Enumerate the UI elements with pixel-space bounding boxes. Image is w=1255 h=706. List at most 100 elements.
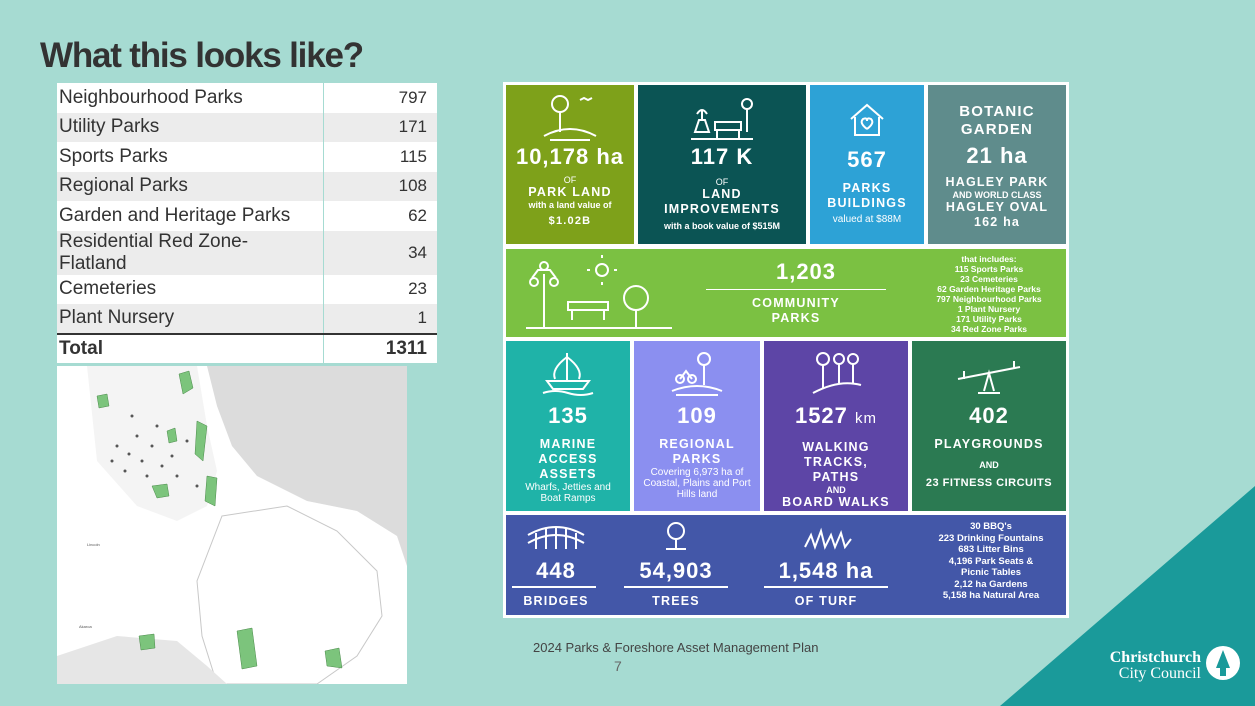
- trees-path-icon: [812, 352, 862, 394]
- marine-label-3: ASSETS: [539, 467, 597, 481]
- seesaw-icon: [957, 361, 1021, 394]
- asset-extra-item: 5,158 ha Natural Area: [942, 590, 1040, 601]
- park-count-cell: 115: [322, 142, 437, 172]
- table-row: Utility Parks 171: [57, 112, 437, 142]
- bike-tree-icon: [671, 352, 723, 396]
- park-land-value: 10,178 ha: [515, 144, 625, 169]
- table-row: Garden and Heritage Parks 62: [57, 201, 437, 231]
- park-type-cell: Neighbourhood Parks: [57, 83, 323, 113]
- bench-fountain-icon: [691, 98, 753, 140]
- walking-value: 1527: [794, 403, 848, 428]
- park-type-cell: Garden and Heritage Parks: [57, 201, 323, 231]
- regional-label-1: REGIONAL: [659, 437, 735, 451]
- total-label: Total: [57, 332, 323, 363]
- playgrounds-value: 402: [969, 403, 1009, 428]
- parks-table: Neighbourhood Parks 797 Utility Parks 171 Sp…: [57, 83, 437, 363]
- tile-regional-parks: 109 REGIONAL PARKS Covering 6,973 ha of …: [634, 341, 760, 511]
- park-land-of: OF: [563, 175, 577, 185]
- bottom-extras: 30 BBQ's 223 Drinking Fountains 683 Litter…: [916, 521, 1066, 602]
- table-row: Cemeteries 23: [57, 274, 437, 304]
- marine-label-2: ACCESS: [538, 452, 598, 466]
- community-includes-title: that includes:: [961, 254, 1017, 264]
- park-type-cell: Utility Parks: [57, 112, 323, 142]
- marine-note: Wharfs, Jetties and Boat Ramps: [525, 482, 611, 504]
- community-include-item: 1 Plant Nursery: [957, 304, 1021, 314]
- hagley-park-label: HAGLEY PARK: [945, 175, 1049, 189]
- land-improvements-label-2: IMPROVEMENTS: [664, 202, 780, 216]
- park-land-amount: $1.02B: [548, 215, 592, 227]
- marine-label-1: MARINE: [539, 437, 597, 451]
- parks-buildings-note: valued at $88M: [832, 214, 902, 225]
- council-logo-icon: [1206, 646, 1240, 680]
- park-type-cell: Residential Red Zone-Flatland: [57, 230, 323, 275]
- lamp-bench-tree-icon: [526, 255, 672, 329]
- turf-icon: [804, 527, 852, 550]
- map-label-lincoln: Lincoln: [87, 542, 100, 547]
- park-land-icon: [543, 95, 597, 141]
- park-count-cell: 108: [322, 171, 437, 201]
- tile-land-improvements: 117 K OF LAND IMPROVEMENTS with a book v…: [638, 85, 806, 244]
- regional-note: Covering 6,973 ha of Coastal, Plains and…: [643, 467, 751, 500]
- walking-label-3: PATHS: [812, 470, 860, 484]
- park-count-cell: 1: [322, 304, 437, 334]
- trees-label: TREES: [652, 594, 700, 608]
- park-count-cell: 23: [322, 274, 437, 304]
- asset-extra-item: 30 BBQ's: [970, 521, 1012, 532]
- asset-extra-item: 683 Litter Bins: [958, 544, 1024, 555]
- parks-buildings-value: 567: [847, 147, 887, 172]
- park-type-cell: Sports Parks: [57, 142, 323, 172]
- table-row: Regional Parks 108: [57, 171, 437, 201]
- walking-label-1: WALKING: [802, 440, 870, 454]
- tile-walking-tracks: 1527 km WALKING TRACKS, PATHS AND BOARD …: [764, 341, 908, 511]
- botanic-title-2: GARDEN: [960, 121, 1034, 138]
- tree-icon: [666, 522, 686, 550]
- land-improvements-label-1: LAND: [702, 187, 742, 201]
- community-include-item: 62 Garden Heritage Parks: [937, 284, 1041, 294]
- tile-marine-assets: 135 MARINE ACCESS ASSETS Wharfs, Jetties…: [506, 341, 630, 511]
- botanic-value: 21 ha: [966, 143, 1028, 168]
- walking-value-row: 1527 km: [764, 403, 908, 432]
- asset-infographic: 10,178 ha OF PARK LAND with a land value…: [503, 82, 1069, 618]
- tile-park-land: 10,178 ha OF PARK LAND with a land value…: [506, 85, 634, 244]
- table-row: Sports Parks 115: [57, 142, 437, 172]
- bridges-value: 448: [536, 558, 576, 583]
- fitness-circuits-label: 23 FITNESS CIRCUITS: [925, 477, 1053, 489]
- map-label-akaroa: Akaroa: [79, 624, 92, 629]
- park-land-note: with a land value of: [528, 200, 612, 210]
- table-row: Neighbourhood Parks 797: [57, 83, 437, 113]
- park-land-label: PARK LAND: [528, 185, 612, 199]
- park-count-cell: 62: [322, 201, 437, 231]
- park-count-cell: 797: [322, 83, 437, 113]
- footer-text: 2024 Parks & Foreshore Asset Management …: [533, 640, 819, 655]
- tile-botanic-garden: BOTANIC GARDEN 21 ha HAGLEY PARK AND WOR…: [928, 85, 1066, 244]
- community-include-item: 34 Red Zone Parks: [950, 324, 1028, 334]
- botanic-title-1: BOTANIC: [959, 103, 1035, 120]
- trees-value: 54,903: [639, 558, 713, 583]
- park-count-cell: 171: [322, 112, 437, 142]
- parks-buildings-label-1: PARKS: [842, 181, 892, 195]
- community-include-item: 23 Cemeteries: [960, 274, 1018, 284]
- walking-label-4: BOARD WALKS: [782, 495, 890, 509]
- logo-line-1: Christchurch: [1109, 649, 1201, 666]
- logo-line-2: City Council: [1118, 665, 1201, 682]
- community-parks-label-2: PARKS: [771, 311, 821, 325]
- park-type-cell: Regional Parks: [57, 171, 323, 201]
- turf-value: 1,548 ha: [778, 558, 874, 583]
- community-parks-value: 1,203: [775, 259, 837, 284]
- walking-and: AND: [826, 485, 846, 495]
- marine-value: 135: [548, 403, 588, 428]
- tile-community-parks: 1,203 COMMUNITY PARKS that includes: 115…: [506, 249, 1066, 337]
- asset-extra-item: 223 Drinking Fountains: [938, 532, 1044, 544]
- tile-playgrounds: 402 PLAYGROUNDS AND 23 FITNESS CIRCUITS: [912, 341, 1066, 511]
- walking-label-2: TRACKS,: [804, 455, 868, 469]
- bridges-label: BRIDGES: [523, 594, 589, 608]
- parks-buildings-label-2: BUILDINGS: [827, 196, 907, 210]
- community-parks-label-1: COMMUNITY: [752, 296, 840, 310]
- boat-icon: [542, 353, 594, 396]
- park-count-cell: 34: [322, 230, 437, 275]
- land-improvements-note: with a book value of $515M: [663, 221, 781, 231]
- hagley-oval-value: 162 ha: [973, 215, 1021, 229]
- total-row: Total 1311: [57, 332, 437, 363]
- council-logo-text: Christchurch City Council: [1110, 650, 1201, 682]
- map-graphic: Lincoln Akaroa: [57, 366, 407, 684]
